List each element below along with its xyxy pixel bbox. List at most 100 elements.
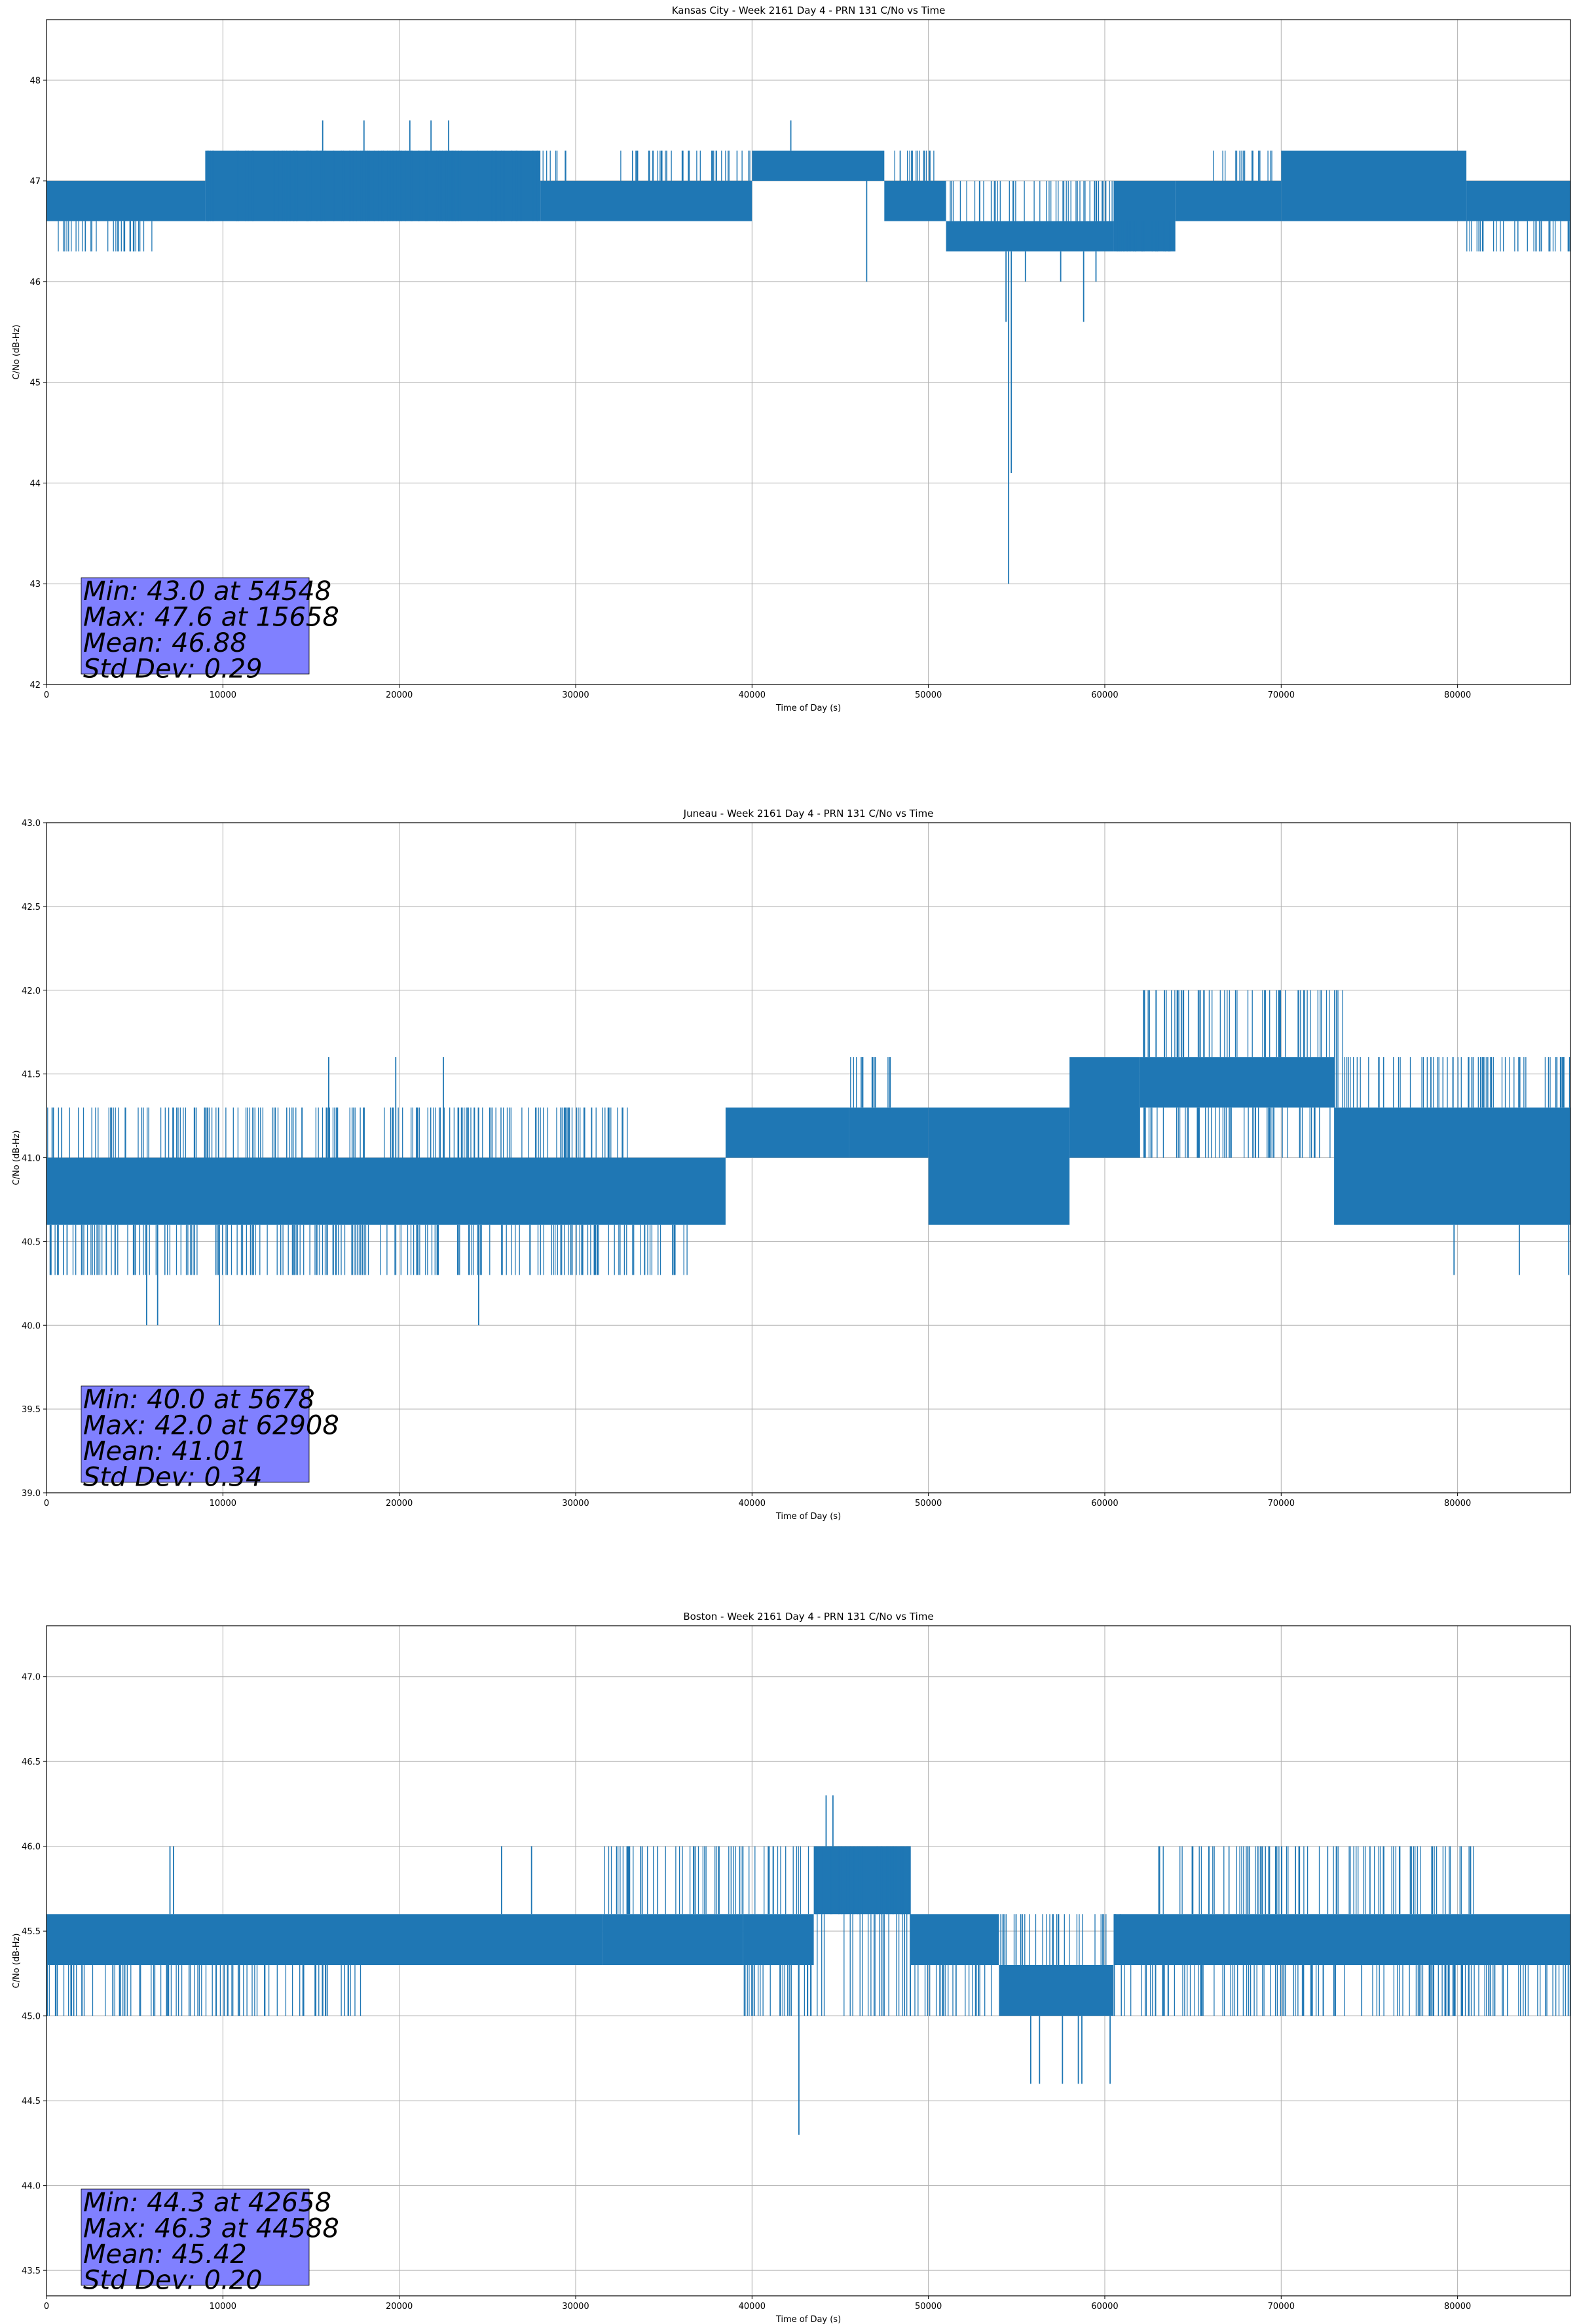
y-tick-label: 42 (29, 681, 41, 690)
y-tick-label: 43 (29, 580, 41, 590)
series-band (910, 1914, 999, 1965)
series-excursions (47, 990, 1570, 1275)
series-band (725, 1107, 849, 1158)
stats-line: Mean: 41.01 (83, 1436, 247, 1467)
x-tick-label: 80000 (1444, 690, 1471, 700)
y-tick-label: 42.0 (22, 986, 41, 996)
y-tick-label: 40.5 (22, 1237, 41, 1247)
y-tick-label: 39.5 (22, 1405, 41, 1415)
y-tick-label: 44.0 (22, 2182, 41, 2192)
x-tick-label: 0 (44, 2302, 49, 2312)
chart-title: Boston - Week 2161 Day 4 - PRN 131 C/No … (683, 1611, 933, 1622)
series-band (46, 1157, 726, 1225)
series-excursions (58, 150, 1570, 252)
stats-line: Min: 40.0 at 5678 (83, 1385, 315, 1415)
x-tick-label: 80000 (1444, 1499, 1471, 1509)
y-axis-label: C/No (dB-Hz) (12, 1131, 22, 1186)
x-tick-label: 60000 (1091, 690, 1118, 700)
y-tick-label: 44 (29, 479, 41, 489)
stats-line: Max: 42.0 at 62908 (83, 1411, 339, 1441)
y-tick-label: 41.5 (22, 1070, 41, 1080)
stats-line: Min: 43.0 at 54548 (83, 576, 331, 607)
y-tick-label: 48 (29, 76, 41, 86)
series-line (46, 990, 1570, 1326)
x-tick-label: 40000 (739, 1499, 766, 1509)
x-tick-label: 20000 (386, 690, 413, 700)
x-tick-label: 50000 (915, 1499, 942, 1509)
y-axis-label: C/No (dB-Hz) (12, 325, 22, 380)
x-tick-label: 40000 (739, 690, 766, 700)
stats-box (81, 2188, 310, 2286)
series-band (205, 150, 541, 221)
chart-2: 0 10000 20000 30000 40000 50000 60000 70000 8000… (12, 808, 1571, 1522)
x-tick-label: 0 (44, 690, 49, 700)
x-axis-label: Time of Day (s) (775, 1512, 841, 1522)
series-band (46, 181, 206, 221)
stats-line: Min: 44.3 at 42658 (83, 2188, 331, 2218)
stats-line: Std Dev: 0.20 (83, 2266, 263, 2296)
chart-1: 0 10000 20000 30000 40000 50000 60000 70000 8000… (12, 5, 1571, 713)
series-band (602, 1914, 743, 1965)
chart-title: Kansas City - Week 2161 Day 4 - PRN 131 … (672, 5, 946, 16)
x-tick-label: 70000 (1268, 2302, 1295, 2312)
series-band (46, 1914, 603, 1965)
x-tick-label: 50000 (915, 2302, 942, 2312)
series-band (540, 181, 752, 221)
y-tick-label: 45.5 (22, 1927, 41, 1937)
series-excursions (46, 1846, 1570, 2016)
series-band (1175, 181, 1282, 221)
y-tick-label: 43.0 (22, 819, 41, 829)
x-tick-label: 10000 (210, 2302, 236, 2312)
axes-frame (46, 19, 1571, 685)
y-tick-label: 41.0 (22, 1154, 41, 1164)
y-tick-label: 47.0 (22, 1673, 41, 1683)
y-tick-label: 39.0 (22, 1489, 41, 1499)
series-band (884, 181, 946, 221)
stats-line: Mean: 46.88 (83, 628, 247, 658)
series-band (1069, 1057, 1140, 1158)
y-tick-label: 46 (29, 278, 41, 288)
x-tick-label: 20000 (386, 1499, 413, 1509)
series-band (752, 150, 885, 181)
y-tick-label: 46.5 (22, 1757, 41, 1767)
stats-line: Std Dev: 0.29 (83, 654, 263, 684)
series-band (1466, 181, 1570, 221)
stats-box (81, 577, 310, 675)
x-tick-label: 70000 (1268, 690, 1295, 700)
stats-line: Mean: 45.42 (83, 2240, 247, 2270)
x-axis-label: Time of Day (s) (775, 2315, 841, 2324)
y-tick-label: 47 (29, 177, 41, 187)
x-tick-label: 30000 (562, 1499, 589, 1509)
stats-line: Max: 47.6 at 15658 (83, 603, 339, 633)
x-tick-label: 40000 (739, 2302, 766, 2312)
y-tick-label: 45 (29, 379, 41, 388)
x-tick-label: 10000 (210, 1499, 236, 1509)
series-line (46, 1795, 1570, 2135)
series-band (1113, 181, 1176, 252)
y-tick-label: 46.0 (22, 1843, 41, 1852)
series-band (928, 1107, 1070, 1225)
series-band (743, 1914, 814, 1965)
axes-frame (46, 1625, 1571, 2296)
series-band (849, 1107, 929, 1158)
series-band (1113, 1914, 1570, 1965)
series-band (999, 1964, 1114, 2016)
series-band (1334, 1107, 1570, 1225)
y-tick-label: 40.0 (22, 1321, 41, 1331)
y-tick-label: 42.5 (22, 903, 41, 912)
stats-line: Std Dev: 0.34 (83, 1463, 263, 1493)
x-tick-label: 70000 (1268, 1499, 1295, 1509)
chart-3: 0 10000 20000 30000 40000 50000 60000 70000 8000… (12, 1611, 1571, 2324)
series-band (1140, 1057, 1335, 1108)
stats-box (81, 1385, 310, 1483)
y-tick-label: 45.0 (22, 2012, 41, 2022)
series-line (46, 120, 1570, 584)
x-tick-label: 0 (44, 1499, 49, 1509)
y-tick-label: 44.5 (22, 2097, 41, 2107)
x-tick-label: 20000 (386, 2302, 413, 2312)
y-axis-label: C/No (dB-Hz) (12, 1934, 22, 1989)
x-tick-label: 60000 (1091, 2302, 1118, 2312)
x-tick-label: 80000 (1444, 2302, 1471, 2312)
x-tick-label: 30000 (562, 2302, 589, 2312)
